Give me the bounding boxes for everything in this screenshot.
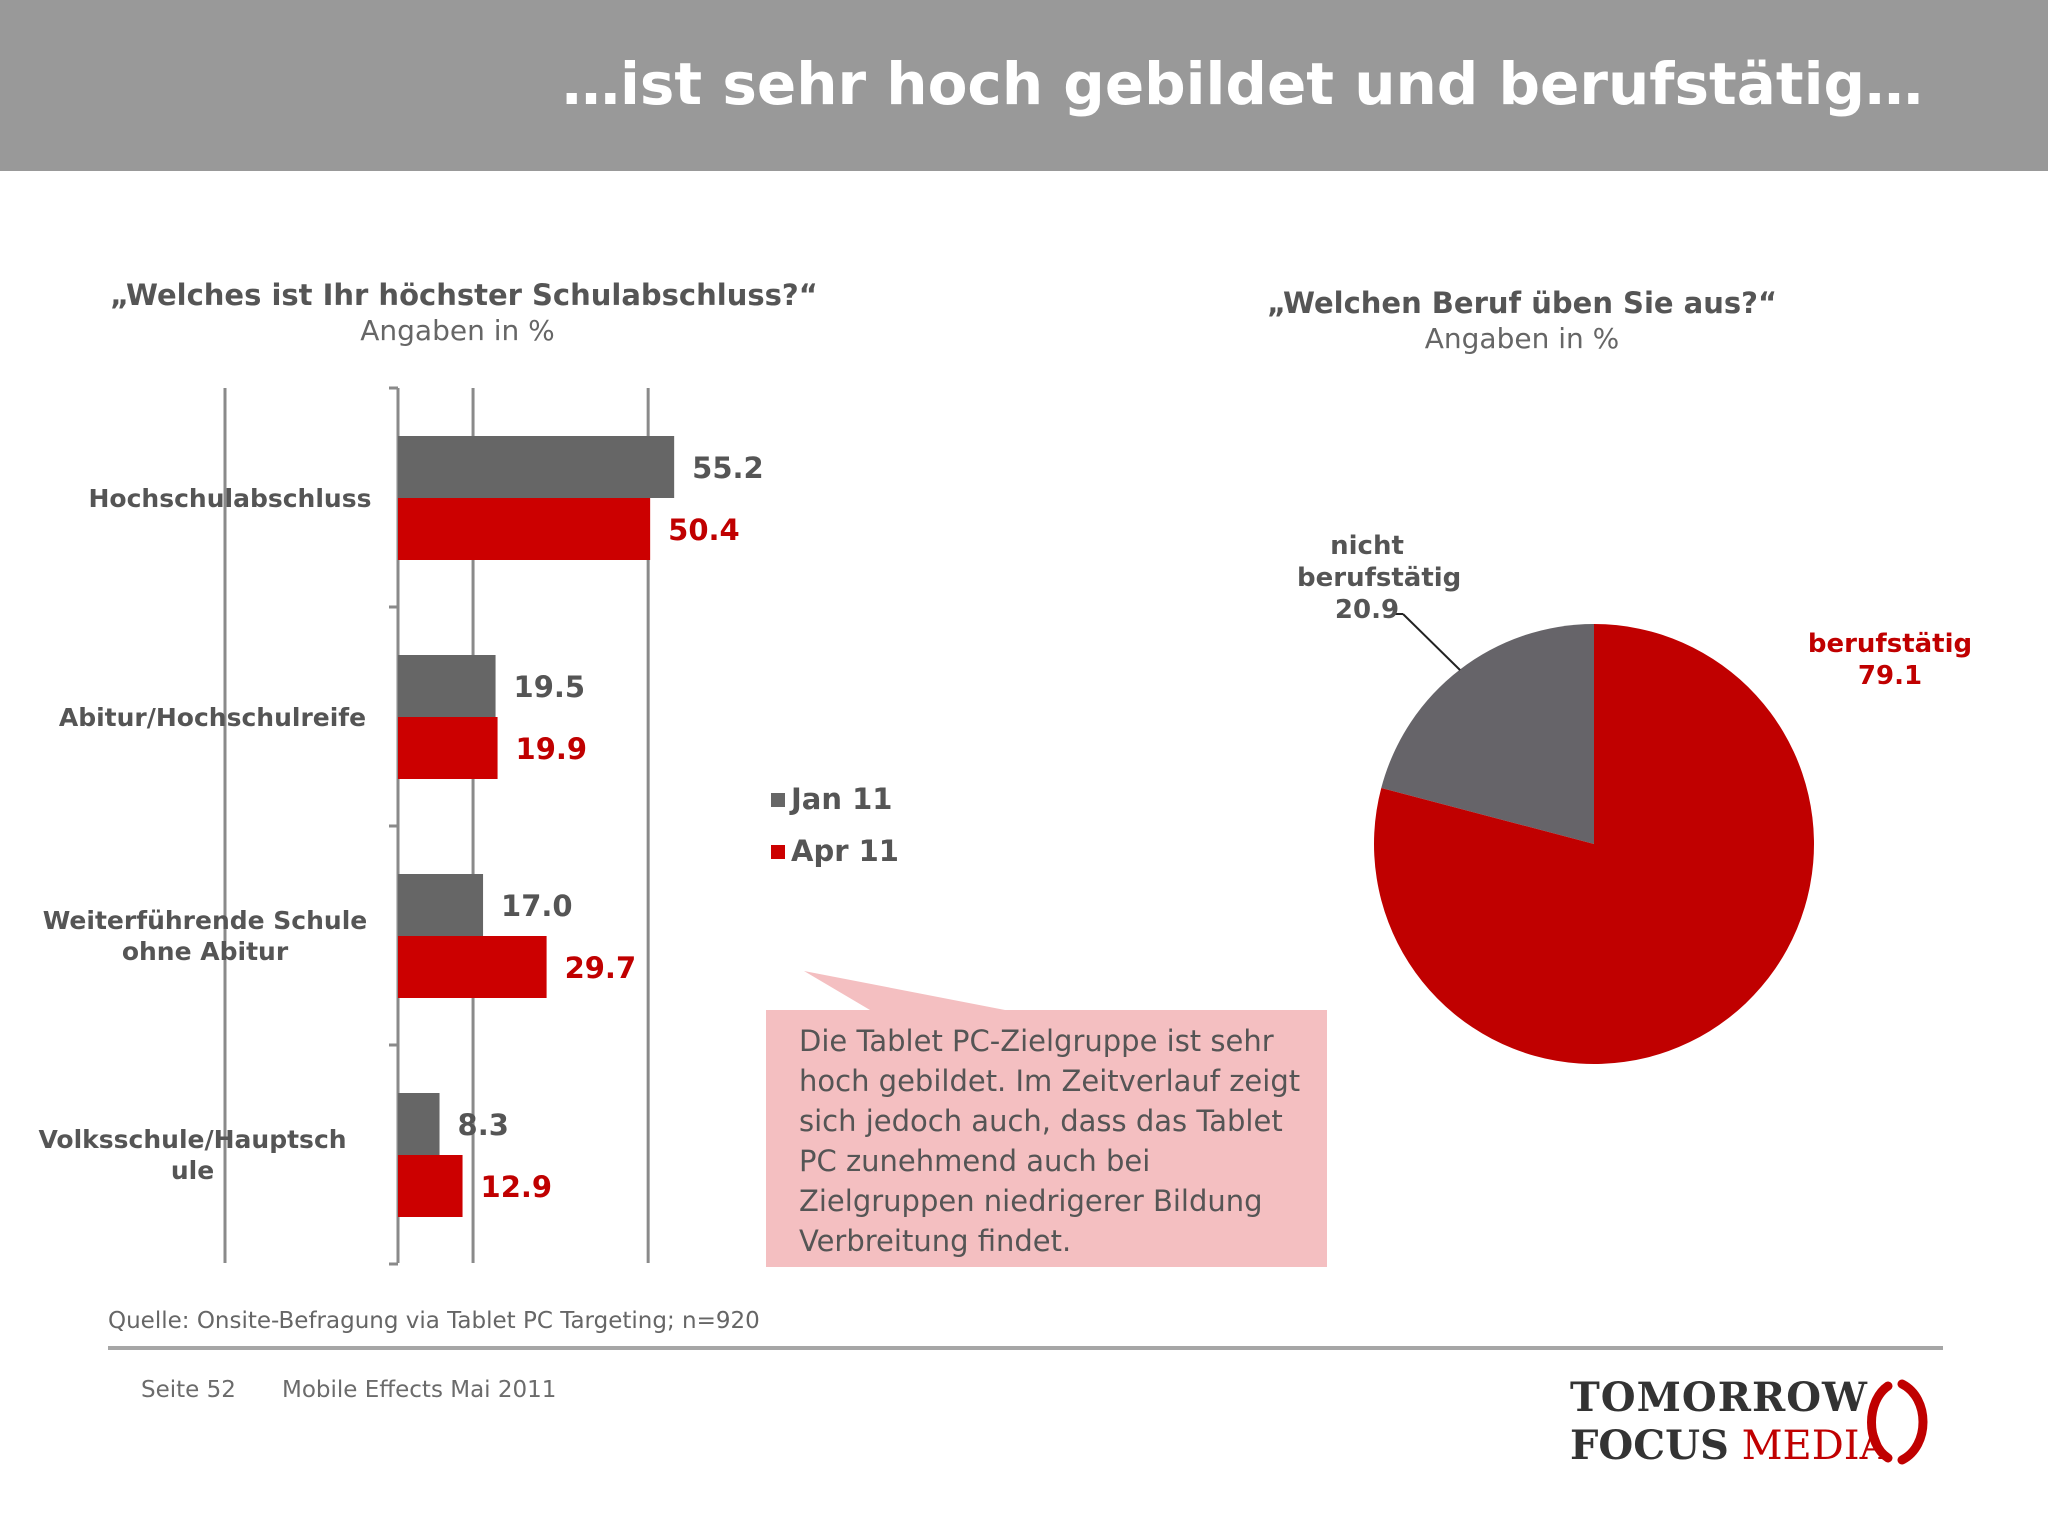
logo-line-1: TOMORROW [1570,1374,1868,1421]
bar-jan [398,436,675,498]
legend-label-apr: Apr 11 [791,834,899,868]
category-label: Weiterführende Schule ohne Abitur [42,906,368,966]
bar-chart-title: „Welches ist Ihr höchster Schulabschluss… [110,278,818,312]
bar-value-label: 29.7 [565,951,637,985]
header-bar [0,0,2048,171]
pie-value-label: 20.9 [1334,595,1400,625]
document-name: Mobile Effects Mai 2011 [282,1377,557,1403]
logo-media: MEDIA [1741,1423,1889,1469]
pie-category-label: nicht berufstätig [1297,531,1462,593]
bar-value-label: 17.0 [501,889,573,923]
pie-slice-berufstaetig [1374,624,1814,1064]
bar-apr [398,936,547,998]
pie-slice-nicht-berufstaetig [1381,624,1594,844]
category-label: Hochschulabschluss [88,484,372,513]
pie-chart-title: „Welchen Beruf üben Sie aus?“ [1266,286,1778,320]
bar-chart-subtitle: Angaben in % [360,314,555,347]
pie-label-berufstaetig: berufstätig 79.1 [1790,628,1990,692]
logo-focus: FOCUS [1570,1422,1729,1469]
category-label: Abitur/Hochschulreife [58,703,367,732]
source-note: Quelle: Onsite-Befragung via Tablet PC T… [108,1308,760,1334]
bar-apr [398,717,498,779]
pie-leader-line [1402,613,1461,671]
bar-value-label: 8.3 [458,1108,509,1142]
bar-value-label: 55.2 [692,451,764,485]
category-label: Volksschule/Hauptschule [38,1125,347,1185]
bar-value-label: 19.9 [516,732,588,766]
bar-apr [398,1155,463,1217]
page-number: Seite 52 [141,1377,236,1403]
pie-value-label: 79.1 [1857,661,1923,691]
footer-divider [108,1346,1943,1350]
bar-jan [398,874,484,936]
bar-value-label: 12.9 [481,1170,553,1204]
bar-value-label: 19.5 [514,670,586,704]
pie-chart-subtitle: Angaben in % [1424,322,1620,355]
logo-line-2: FOCUS MEDIA [1570,1422,1889,1469]
bar-jan [398,655,496,717]
company-logo: TOMORROW FOCUS MEDIA [1568,1374,1948,1474]
pie-category-label: berufstätig [1807,629,1973,659]
legend-swatch-apr [771,845,785,859]
legend-label-jan: Jan 11 [791,782,893,816]
bar-jan [398,1093,440,1155]
callout-box [766,971,1327,1267]
pie-label-nicht-berufstaetig: nicht berufstätig 20.9 [1272,530,1462,626]
legend-swatch-jan [771,793,785,807]
bar-apr [398,498,651,560]
pie-chart [1374,613,1814,1064]
bar-chart: 55.2 50.4 19.5 19.9 17.0 29.7 8.3 12.9 [223,386,764,1266]
logo-mark-icon [1867,1379,1928,1465]
bar-value-label: 50.4 [668,513,740,547]
callout-text: Die Tablet PC-Zielgruppe ist sehr hoch g… [799,1024,1301,1258]
slide-title: …ist sehr hoch gebildet und berufstätig… [562,50,1923,118]
